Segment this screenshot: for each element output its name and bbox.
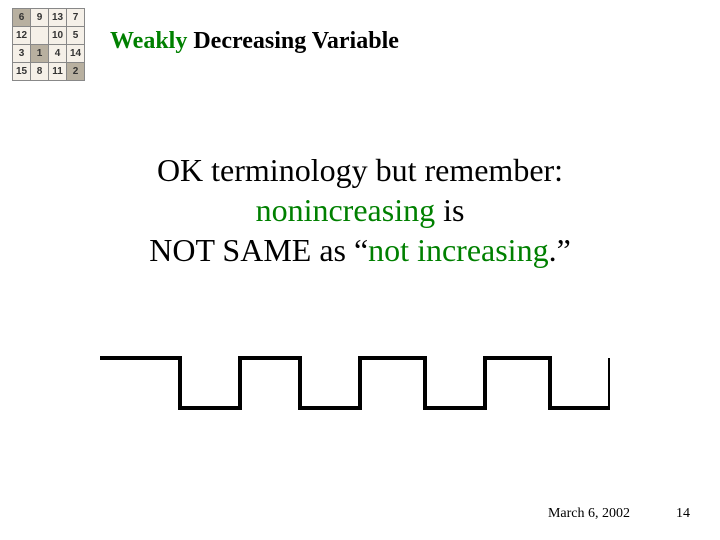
logo-cell: 5 (67, 27, 85, 45)
title-rest: Decreasing Variable (187, 28, 399, 54)
logo-cell: 3 (13, 45, 31, 63)
body-not-increasing: not increasing (368, 232, 548, 268)
body-is: is (435, 192, 464, 228)
logo-grid: 6 9 13 7 12 10 5 3 1 4 14 15 8 11 2 (12, 8, 85, 81)
logo-cell: 15 (13, 63, 31, 81)
logo-table: 6 9 13 7 12 10 5 3 1 4 14 15 8 11 2 (12, 8, 85, 81)
logo-cell: 6 (13, 9, 31, 27)
body-line-3: NOT SAME as “not increasing.” (0, 230, 720, 270)
logo-cell: 2 (67, 63, 85, 81)
body-nonincreasing: nonincreasing (256, 192, 436, 228)
logo-cell: 11 (49, 63, 67, 81)
body-text: OK terminology but remember: nonincreasi… (0, 150, 720, 270)
logo-cell: 13 (49, 9, 67, 27)
logo-cell: 10 (49, 27, 67, 45)
square-wave-diagram (100, 348, 610, 418)
body-line-1: OK terminology but remember: (0, 150, 720, 190)
logo-cell: 8 (31, 63, 49, 81)
square-wave-line (100, 358, 610, 408)
body-endquote: .” (549, 232, 571, 268)
logo-cell: 9 (31, 9, 49, 27)
body-notsame: NOT SAME (149, 232, 311, 268)
logo-cell: 12 (13, 27, 31, 45)
logo-cell: 7 (67, 9, 85, 27)
title-weakly: Weakly (110, 28, 187, 54)
logo-cell: 4 (49, 45, 67, 63)
logo-cell (31, 27, 49, 45)
logo-cell: 1 (31, 45, 49, 63)
slide-title: Weakly Decreasing Variable (110, 28, 399, 55)
body-line1-text: OK terminology but remember: (157, 152, 563, 188)
logo-cell: 14 (67, 45, 85, 63)
body-line-2: nonincreasing is (0, 190, 720, 230)
body-as-quote: as “ (311, 232, 368, 268)
footer-date: March 6, 2002 (548, 506, 630, 522)
footer-page-number: 14 (676, 506, 690, 522)
